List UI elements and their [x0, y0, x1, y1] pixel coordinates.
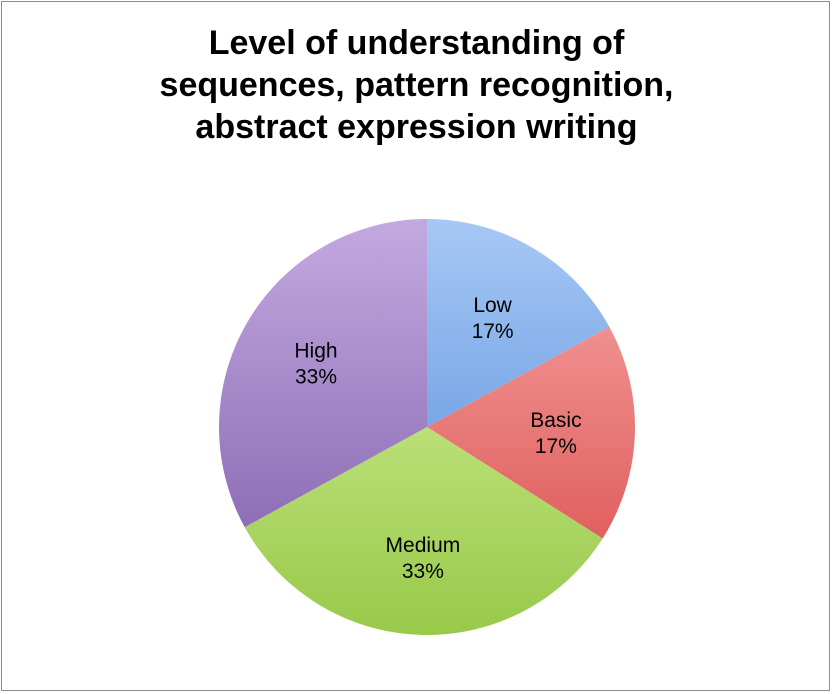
chart-title: Level of understanding of sequences, pat…	[2, 22, 831, 148]
data-label-category: Medium	[386, 534, 461, 557]
chart-title-line-1: Level of understanding of	[208, 24, 625, 62]
data-label-low: Low 17%	[472, 294, 514, 343]
data-label-percent: 33%	[295, 365, 337, 388]
data-label-category: Basic	[530, 409, 581, 432]
pie-slice-low	[427, 219, 610, 427]
data-label-percent: 33%	[402, 560, 444, 583]
data-label-medium: Medium 33%	[386, 534, 461, 583]
pie-slice-basic	[427, 326, 635, 539]
data-label-category: High	[294, 339, 337, 362]
data-label-basic: Basic 17%	[530, 409, 581, 458]
data-label-category: Low	[473, 294, 512, 317]
pie-slice-high	[219, 219, 427, 528]
pie-slices	[219, 219, 635, 635]
chart-title-line-2: sequences, pattern recognition,	[159, 66, 674, 104]
pie-slice-medium	[244, 427, 603, 635]
data-label-percent: 17%	[472, 320, 514, 343]
pie-labels: Low 17% Basic 17% Medium 33% High 33%	[294, 294, 581, 583]
data-label-high: High 33%	[294, 339, 337, 388]
data-label-percent: 17%	[535, 435, 577, 458]
chart-title-line-3: abstract expression writing	[195, 108, 638, 146]
